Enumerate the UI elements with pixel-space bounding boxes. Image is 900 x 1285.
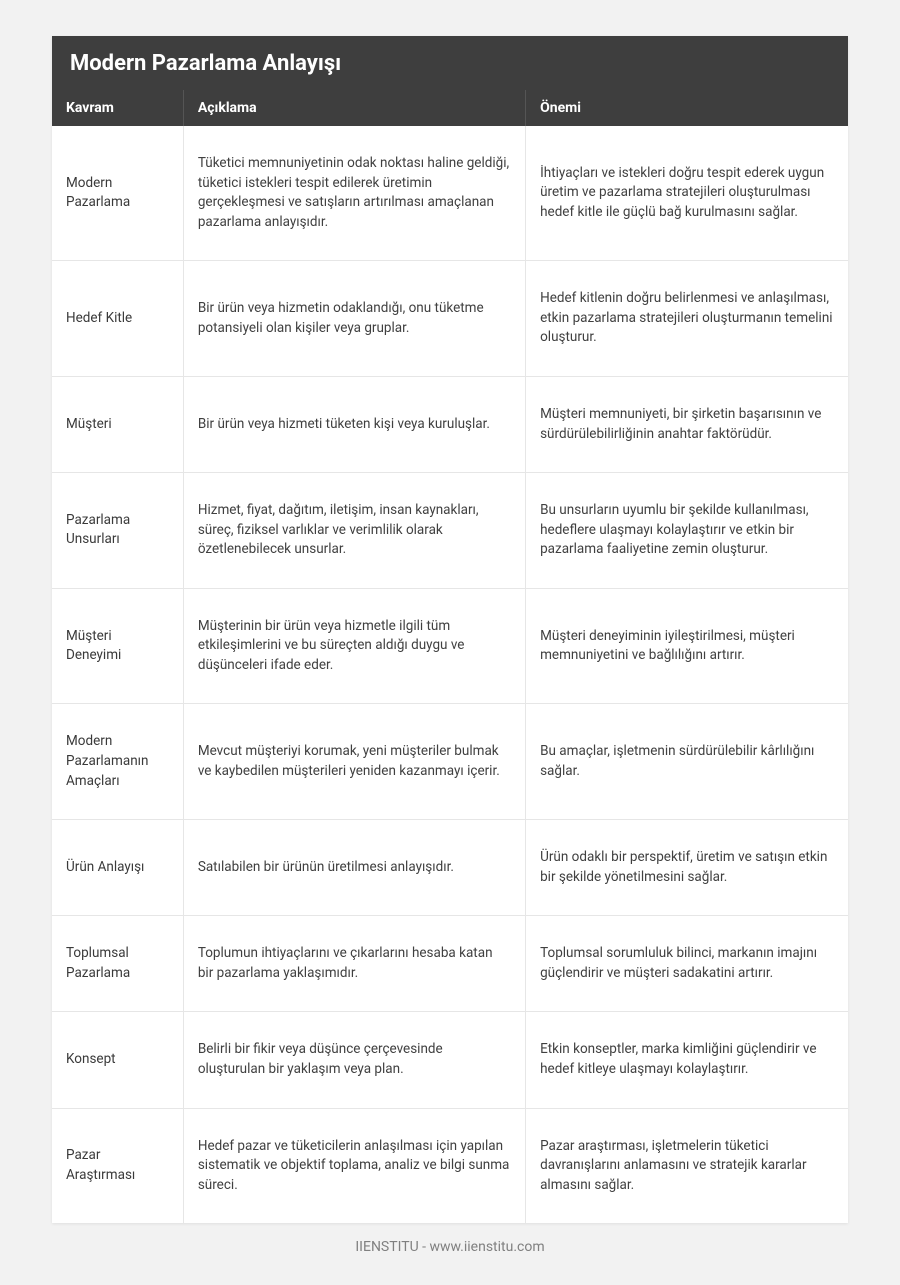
cell-importance: Hedef kitlenin doğru belirlenmesi ve anl…	[526, 261, 848, 377]
table-row: Toplumsal Pazarlama Toplumun ihtiyaçları…	[52, 916, 848, 1012]
cell-importance: İhtiyaçları ve istekleri doğru tespit ed…	[526, 126, 848, 261]
cell-desc: Satılabilen bir ürünün üretilmesi anlayı…	[183, 820, 525, 916]
footer-text: IIENSTITU - www.iienstitu.com	[52, 1223, 848, 1255]
table-row: Hedef Kitle Bir ürün veya hizmetin odakl…	[52, 261, 848, 377]
cell-concept: Müşteri Deneyimi	[52, 588, 183, 704]
table-header-row: Kavram Açıklama Önemi	[52, 90, 848, 126]
cell-importance: Toplumsal sorumluluk bilinci, markanın i…	[526, 916, 848, 1012]
cell-importance: Bu unsurların uyumlu bir şekilde kullanı…	[526, 473, 848, 589]
table-row: Modern Pazarlama Tüketici memnuniyetinin…	[52, 126, 848, 261]
cell-concept: Toplumsal Pazarlama	[52, 916, 183, 1012]
cell-concept: Pazarlama Unsurları	[52, 473, 183, 589]
table-row: Müşteri Deneyimi Müşterinin bir ürün vey…	[52, 588, 848, 704]
cell-concept: Konsept	[52, 1012, 183, 1108]
cell-concept: Hedef Kitle	[52, 261, 183, 377]
cell-desc: Hedef pazar ve tüketicilerin anlaşılması…	[183, 1108, 525, 1223]
table-row: Müşteri Bir ürün veya hizmeti tüketen ki…	[52, 376, 848, 472]
col-header-concept: Kavram	[52, 90, 183, 126]
table-row: Pazarlama Unsurları Hizmet, fiyat, dağıt…	[52, 473, 848, 589]
cell-concept: Modern Pazarlama	[52, 126, 183, 261]
cell-importance: Bu amaçlar, işletmenin sürdürülebilir kâ…	[526, 704, 848, 820]
cell-importance: Etkin konseptler, marka kimliğini güçlen…	[526, 1012, 848, 1108]
table-row: Ürün Anlayışı Satılabilen bir ürünün üre…	[52, 820, 848, 916]
page-title: Modern Pazarlama Anlayışı	[52, 36, 848, 90]
cell-desc: Bir ürün veya hizmetin odaklandığı, onu …	[183, 261, 525, 377]
cell-concept: Ürün Anlayışı	[52, 820, 183, 916]
cell-desc: Hizmet, fiyat, dağıtım, iletişim, insan …	[183, 473, 525, 589]
cell-concept: Müşteri	[52, 376, 183, 472]
cell-desc: Müşterinin bir ürün veya hizmetle ilgili…	[183, 588, 525, 704]
cell-concept: Modern Pazarlamanın Amaçları	[52, 704, 183, 820]
cell-importance: Müşteri deneyiminin iyileştirilmesi, müş…	[526, 588, 848, 704]
cell-desc: Belirli bir fikir veya düşünce çerçevesi…	[183, 1012, 525, 1108]
cell-importance: Müşteri memnuniyeti, bir şirketin başarı…	[526, 376, 848, 472]
concepts-table: Kavram Açıklama Önemi Modern Pazarlama T…	[52, 90, 848, 1223]
content-card: Modern Pazarlama Anlayışı Kavram Açıklam…	[52, 36, 848, 1223]
cell-importance: Ürün odaklı bir perspektif, üretim ve sa…	[526, 820, 848, 916]
col-header-desc: Açıklama	[183, 90, 525, 126]
cell-desc: Toplumun ihtiyaçlarını ve çıkarlarını he…	[183, 916, 525, 1012]
col-header-importance: Önemi	[526, 90, 848, 126]
table-row: Pazar Araştırması Hedef pazar ve tüketic…	[52, 1108, 848, 1223]
cell-desc: Bir ürün veya hizmeti tüketen kişi veya …	[183, 376, 525, 472]
cell-concept: Pazar Araştırması	[52, 1108, 183, 1223]
table-row: Modern Pazarlamanın Amaçları Mevcut müşt…	[52, 704, 848, 820]
table-body: Modern Pazarlama Tüketici memnuniyetinin…	[52, 126, 848, 1223]
cell-desc: Mevcut müşteriyi korumak, yeni müşterile…	[183, 704, 525, 820]
cell-desc: Tüketici memnuniyetinin odak noktası hal…	[183, 126, 525, 261]
table-row: Konsept Belirli bir fikir veya düşünce ç…	[52, 1012, 848, 1108]
cell-importance: Pazar araştırması, işletmelerin tüketici…	[526, 1108, 848, 1223]
